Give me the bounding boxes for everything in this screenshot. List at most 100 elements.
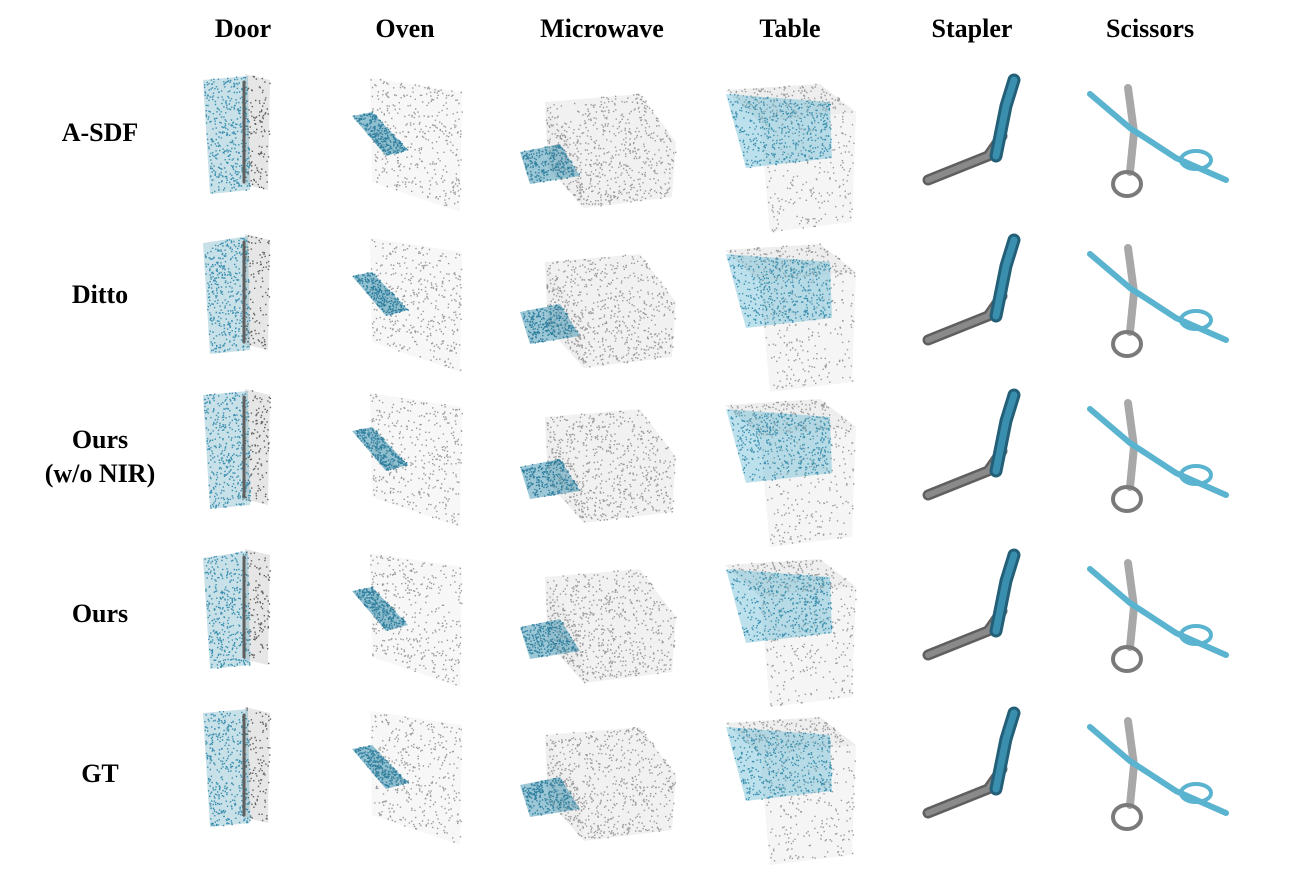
microwave-door-points (521, 145, 581, 184)
oven-body-fill (370, 238, 462, 372)
row-label-ours-wo-nir: Ours (w/o NIR) (0, 423, 200, 491)
table-point-cloud (725, 559, 857, 707)
stapler-arm-highlight (992, 551, 1018, 635)
door-panel-points (204, 551, 251, 669)
table-point-cloud (725, 717, 856, 865)
scissors-gray-handle (1111, 170, 1143, 198)
table-body-points (762, 428, 856, 545)
microwave-front-points (581, 776, 676, 839)
table-body-points (762, 115, 855, 233)
table-point-cloud (725, 243, 856, 392)
microwave-point-cloud (520, 409, 676, 523)
microwave-point-cloud (520, 93, 677, 208)
oven-door-points (354, 586, 406, 631)
microwave-top-points (550, 410, 675, 475)
table-drawer-points (726, 569, 833, 642)
oven-door-points (355, 427, 408, 471)
oven-door-points (354, 745, 410, 788)
scissors-point-cloud (1087, 244, 1229, 358)
stapler-arm-highlight (992, 76, 1018, 160)
microwave-front-fill (580, 617, 676, 683)
oven-point-cloud (352, 78, 463, 212)
scissors-blue-handle (1179, 464, 1213, 486)
table-point-cloud (725, 83, 856, 233)
row-label-line: A-SDF (61, 118, 139, 147)
door-frame-fill (243, 74, 270, 190)
row-label-line: Ours (71, 425, 129, 454)
scissors-blue-handle (1179, 149, 1213, 171)
stapler-point-cloud (922, 548, 1021, 661)
row-label-line: Ours (71, 599, 129, 628)
stapler-point-cloud (922, 233, 1021, 346)
microwave-front-fill (580, 302, 676, 368)
microwave-top-points (553, 569, 672, 634)
microwave-top-points (546, 727, 676, 790)
table-drawer-points (727, 93, 832, 169)
scissors-point-cloud (1087, 559, 1229, 673)
door-panel-points (204, 392, 252, 509)
oven-door-points (353, 111, 409, 156)
microwave-point-cloud (520, 727, 676, 841)
table-drawer-points (727, 254, 833, 326)
row-label-ours: Ours (0, 597, 200, 631)
oven-body-points (371, 714, 462, 843)
microwave-point-cloud (520, 254, 676, 368)
door-frame-points (243, 551, 271, 665)
microwave-top-points (549, 93, 672, 157)
scissors-point-cloud (1087, 399, 1229, 513)
door-frame-points (244, 75, 271, 190)
oven-point-cloud (352, 393, 463, 527)
table-drawer-fill (726, 409, 832, 483)
microwave-top-fill (545, 727, 676, 793)
door-panel-points (204, 711, 252, 827)
column-header-microwave: Microwave (540, 14, 664, 43)
oven-body-points (370, 555, 463, 686)
table-body-points (763, 747, 856, 862)
oven-body-fill (370, 711, 462, 845)
door-point-cloud (203, 549, 271, 669)
scissors-gray-handle (1111, 330, 1143, 358)
stapler-point-cloud (922, 73, 1021, 186)
table-drawer-points (728, 727, 833, 801)
microwave-door-points (522, 777, 579, 816)
row-label-line: GT (81, 759, 119, 788)
stapler-point-cloud (922, 706, 1021, 819)
row-label-gt: GT (0, 757, 200, 791)
scissors-point-cloud (1087, 717, 1229, 831)
column-header-oven: Oven (375, 14, 435, 43)
oven-point-cloud (352, 553, 463, 687)
microwave-front-points (580, 302, 676, 368)
stapler-point-cloud (922, 388, 1021, 501)
column-header-stapler: Stapler (931, 14, 1013, 43)
door-frame-points (243, 707, 272, 822)
microwave-top-points (549, 254, 672, 320)
door-point-cloud (203, 707, 272, 827)
oven-body-fill (370, 393, 462, 527)
microwave-front-points (582, 146, 677, 207)
microwave-door-points (520, 459, 581, 498)
row-label-line: (w/o NIR) (44, 459, 156, 488)
microwave-door-points (523, 304, 579, 344)
microwave-front-points (582, 458, 676, 522)
scissors-gray-handle (1111, 485, 1143, 513)
table-drawer-fill (726, 254, 832, 328)
door-frame-fill (243, 707, 270, 823)
table-body-fill (760, 112, 856, 232)
table-body-fill (760, 427, 856, 547)
table-top-fill (725, 244, 856, 282)
row-label-ditto: Ditto (0, 278, 200, 312)
scissors-point-cloud (1087, 84, 1229, 198)
column-header-door: Door (214, 14, 272, 43)
table-body-fill (760, 587, 856, 707)
oven-point-cloud (352, 711, 462, 845)
stapler-arm-highlight (992, 391, 1018, 475)
scissors-blue-handle (1179, 624, 1213, 646)
stapler-arm-highlight (992, 709, 1018, 793)
column-header-scissors: Scissors (1105, 14, 1195, 43)
door-point-cloud (203, 74, 271, 194)
microwave-point-cloud (520, 569, 677, 684)
scissors-blue-handle (1179, 782, 1213, 804)
door-point-cloud (203, 234, 271, 354)
